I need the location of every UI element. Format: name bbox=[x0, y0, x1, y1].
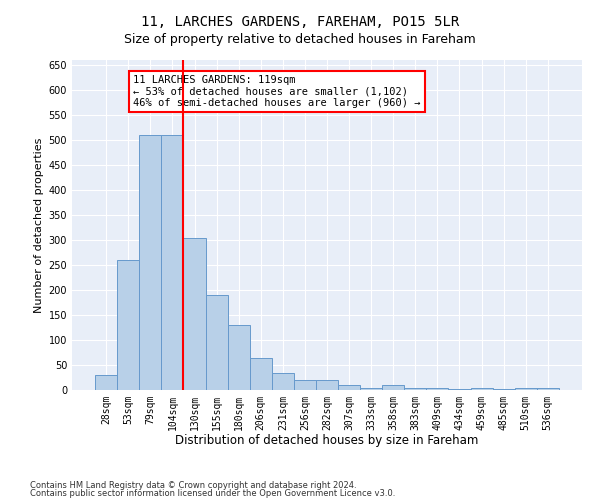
Bar bbox=[294, 380, 316, 390]
Bar bbox=[537, 388, 559, 390]
Text: 11, LARCHES GARDENS, FAREHAM, PO15 5LR: 11, LARCHES GARDENS, FAREHAM, PO15 5LR bbox=[141, 15, 459, 29]
Bar bbox=[184, 238, 206, 390]
Bar bbox=[338, 385, 360, 390]
Bar bbox=[95, 375, 117, 390]
Bar bbox=[515, 388, 537, 390]
Bar bbox=[470, 388, 493, 390]
Text: Size of property relative to detached houses in Fareham: Size of property relative to detached ho… bbox=[124, 32, 476, 46]
Bar bbox=[493, 388, 515, 390]
Bar bbox=[227, 325, 250, 390]
Bar bbox=[427, 388, 448, 390]
Text: 11 LARCHES GARDENS: 119sqm
← 53% of detached houses are smaller (1,102)
46% of s: 11 LARCHES GARDENS: 119sqm ← 53% of deta… bbox=[133, 75, 421, 108]
Y-axis label: Number of detached properties: Number of detached properties bbox=[34, 138, 44, 312]
Bar bbox=[448, 389, 470, 390]
Text: Contains public sector information licensed under the Open Government Licence v3: Contains public sector information licen… bbox=[30, 489, 395, 498]
Bar bbox=[360, 388, 382, 390]
Bar bbox=[272, 372, 294, 390]
X-axis label: Distribution of detached houses by size in Fareham: Distribution of detached houses by size … bbox=[175, 434, 479, 448]
Text: Contains HM Land Registry data © Crown copyright and database right 2024.: Contains HM Land Registry data © Crown c… bbox=[30, 480, 356, 490]
Bar bbox=[117, 260, 139, 390]
Bar bbox=[250, 358, 272, 390]
Bar bbox=[139, 135, 161, 390]
Bar bbox=[404, 388, 427, 390]
Bar bbox=[206, 295, 227, 390]
Bar bbox=[382, 385, 404, 390]
Bar bbox=[316, 380, 338, 390]
Bar bbox=[161, 135, 184, 390]
